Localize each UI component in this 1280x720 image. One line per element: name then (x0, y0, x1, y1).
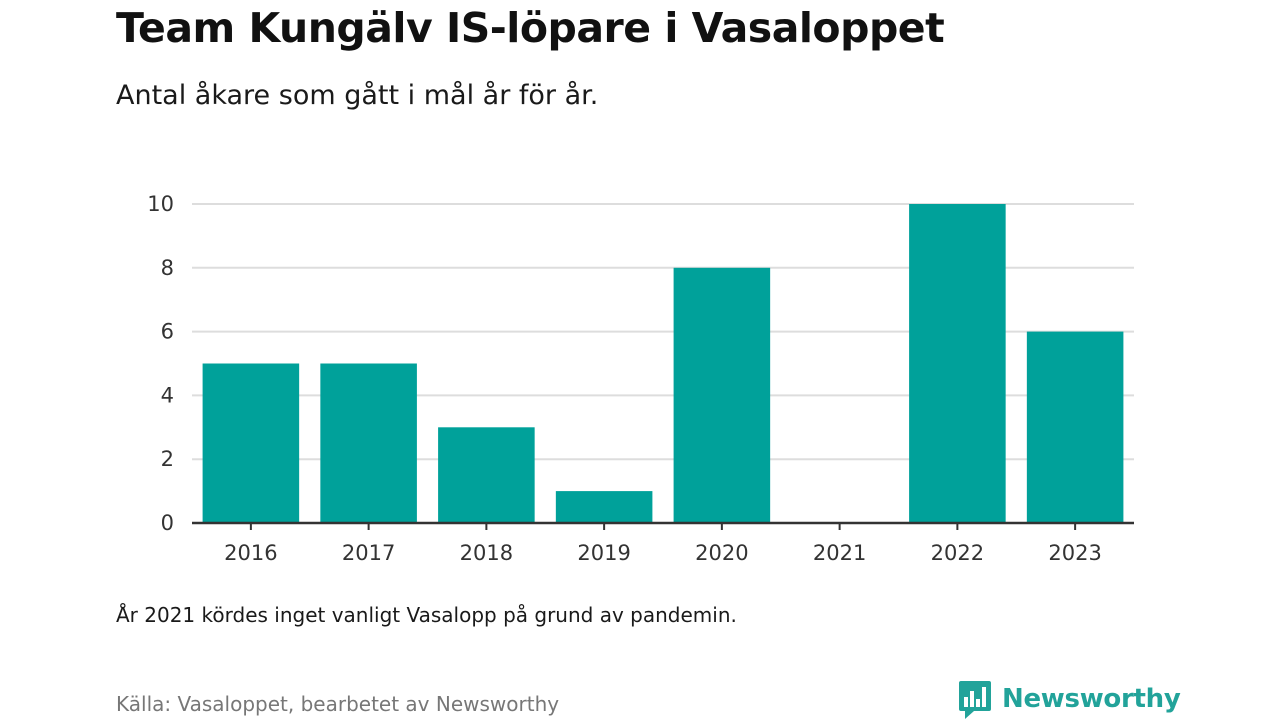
bar-2016 (202, 363, 300, 523)
y-tick-label: 6 (161, 320, 174, 344)
bar-2023 (1026, 331, 1124, 523)
x-tick-label: 2020 (695, 541, 748, 565)
axes: 0 2 4 6 8 10 2016 2017 2018 2019 2020 2021 2022 2023 (147, 192, 1134, 565)
x-tick-label: 2022 (931, 541, 984, 565)
chart-subtitle: Antal åkare som gått i mål år för år. (116, 80, 599, 111)
bar-2018 (438, 427, 535, 523)
newsworthy-logo-icon (959, 681, 991, 719)
x-tick-label: 2023 (1048, 541, 1101, 565)
newsworthy-brand[interactable]: Newsworthy (958, 679, 1181, 719)
source-credit: Källa: Vasaloppet, bearbetet av Newswort… (116, 692, 560, 716)
bar-2019 (555, 491, 653, 523)
y-tick-label: 8 (161, 256, 174, 280)
bar-2017 (320, 363, 417, 523)
bars (202, 204, 1124, 523)
x-tick-label: 2021 (813, 541, 866, 565)
bar-2022 (909, 204, 1006, 523)
chart-title: Team Kungälv IS-löpare i Vasaloppet (116, 4, 945, 52)
chart-note: År 2021 kördes inget vanligt Vasalopp på… (116, 603, 737, 627)
bar-2020 (673, 267, 771, 523)
x-tick-label: 2018 (460, 541, 513, 565)
x-tick-label: 2019 (577, 541, 630, 565)
x-tick-label: 2017 (342, 541, 395, 565)
y-tick-label: 4 (161, 383, 174, 407)
brand-name: Newsworthy (1002, 684, 1181, 714)
y-tick-label: 2 (161, 447, 174, 471)
y-tick-label: 10 (147, 192, 174, 216)
y-tick-label: 0 (161, 511, 174, 535)
x-tick-label: 2016 (224, 541, 277, 565)
